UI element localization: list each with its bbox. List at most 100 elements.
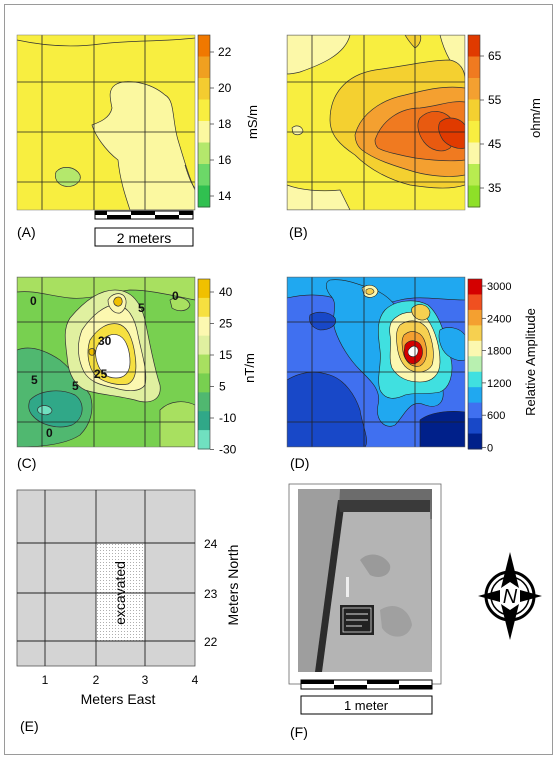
colorbar-swatch: [198, 78, 210, 100]
colorbar-swatch: [198, 335, 210, 356]
colorbar-d: 3000 2400 1800 1200 600 0 Relative Amplitude: [467, 278, 538, 455]
colorbar-tick-label: 40: [219, 285, 233, 299]
colorbar-tick-label: 0: [487, 443, 493, 455]
colorbar-tick-label: 2400: [487, 313, 511, 325]
colorbar-tick-label: 14: [218, 189, 232, 203]
colorbar-tick-label: 22: [218, 45, 232, 59]
colorbar-swatch: [468, 56, 480, 79]
gpr-amplitude-map: [287, 277, 465, 447]
colorbar-tick-label: 3000: [487, 281, 511, 293]
colorbar-tick-label: 600: [487, 410, 505, 422]
colorbar-swatch: [468, 294, 482, 311]
colorbar-tick-label: 1200: [487, 378, 511, 390]
colorbar-tick-label: 35: [488, 181, 502, 195]
scale-label-1m: 1 meter: [344, 698, 389, 713]
colorbar-unit-label: mS/m: [245, 105, 260, 139]
colorbar-swatch: [468, 99, 480, 122]
panel-label-b: (B): [289, 224, 308, 240]
colorbar-tick-label: 65: [488, 49, 502, 63]
colorbar-a: 22 20 18 16 14 mS/m: [197, 34, 260, 208]
colorbar-swatch: [468, 433, 482, 450]
scale-bar-2m: [94, 210, 194, 247]
colorbar-unit-label: ohm/m: [528, 98, 543, 138]
grid-c: [17, 277, 195, 447]
colorbar-swatch: [198, 430, 210, 450]
colorbar-frame: [467, 278, 483, 450]
colorbar-tick-label: -30: [219, 443, 237, 457]
colorbar-swatch: [468, 387, 482, 404]
colorbar-tick-label: 16: [218, 153, 232, 167]
colorbar-swatch: [468, 185, 480, 208]
colorbar-unit-label: nT/m: [242, 353, 257, 383]
contour-label: 30: [98, 334, 112, 348]
excavated-area: [96, 543, 145, 641]
colorbar-frame: [197, 34, 211, 208]
panel-label-e: (E): [20, 718, 39, 734]
panel-label-c: (C): [17, 455, 36, 471]
colorbar-frame: [467, 34, 481, 208]
x-tick-1: 1: [42, 673, 49, 687]
colorbar-swatch: [198, 411, 210, 431]
figure-frame: [4, 4, 553, 755]
colorbar-frame: [197, 278, 211, 450]
colorbar-swatch: [468, 309, 482, 326]
colorbar-swatch: [198, 279, 210, 299]
x-tick-2: 2: [93, 673, 100, 687]
y-tick-24: 24: [204, 537, 218, 551]
colorbar-tick-label: 1800: [487, 346, 511, 358]
contour-label: 5: [31, 373, 38, 387]
grid-a: [17, 35, 195, 210]
contour-label: 5: [72, 379, 79, 393]
colorbar-swatch: [198, 164, 210, 186]
colorbar-swatch: [198, 354, 210, 374]
colorbar-swatch: [468, 418, 482, 435]
north-arrow-icon: N: [478, 552, 542, 640]
colorbar-swatch: [468, 279, 482, 295]
y-tick-22: 22: [204, 635, 218, 649]
colorbar-tick-label: 15: [219, 348, 233, 362]
contour-labels-c: 0 5 0 30 25 5 5 0: [30, 289, 179, 440]
contour-label: 0: [172, 289, 179, 303]
y-tick-23: 23: [204, 587, 218, 601]
excavated-label: excavated: [112, 561, 128, 625]
colorbar-swatch: [198, 142, 210, 165]
colorbar-tick-label: 5: [219, 380, 226, 394]
colorbar-c: 40 25 15 5 -10 -30 nT/m: [197, 278, 257, 457]
resistivity-map: [287, 35, 465, 210]
colorbar-swatch: [198, 35, 210, 57]
y-axis-title: Meters North: [225, 545, 241, 626]
colorbar-unit-label: Relative Amplitude: [523, 308, 538, 416]
colorbar-swatch: [198, 99, 210, 122]
colorbar-tick-label: -10: [219, 411, 237, 425]
x-tick-4: 4: [192, 673, 199, 687]
colorbar-swatch: [468, 402, 482, 419]
colorbar-tick-label: 18: [218, 117, 232, 131]
colorbar-swatch: [468, 142, 480, 165]
site-plan-e: excavated 1 2 3 4 24 23 22 Meters East M…: [16, 489, 241, 707]
magnetic-gradient-map: [17, 277, 195, 447]
colorbar-swatch: [468, 356, 482, 373]
panel-label-a: (A): [17, 224, 36, 240]
colorbar-swatch: [468, 325, 482, 342]
contour-label: 25: [94, 367, 108, 381]
colorbar-swatch: [198, 373, 210, 393]
colorbar-swatch: [468, 371, 482, 388]
grid-b: [287, 35, 465, 210]
colorbar-tick-label: 55: [488, 93, 502, 107]
colorbar-tick-label: 20: [218, 81, 232, 95]
x-tick-3: 3: [142, 673, 149, 687]
colorbar-swatch: [198, 121, 210, 143]
grid-d: [287, 277, 465, 447]
colorbar-swatch: [198, 56, 210, 79]
colorbar-swatch: [198, 392, 210, 412]
colorbar-swatch: [468, 340, 482, 357]
colorbar-tick-label: 45: [488, 137, 502, 151]
scale-label-2m: 2 meters: [117, 230, 171, 246]
panel-label-f: (F): [290, 724, 308, 740]
panel-label-d: (D): [290, 455, 309, 471]
colorbar-swatch: [198, 185, 210, 208]
contour-label: 0: [46, 426, 53, 440]
north-letter: N: [503, 586, 518, 608]
contour-label: 0: [30, 294, 37, 308]
